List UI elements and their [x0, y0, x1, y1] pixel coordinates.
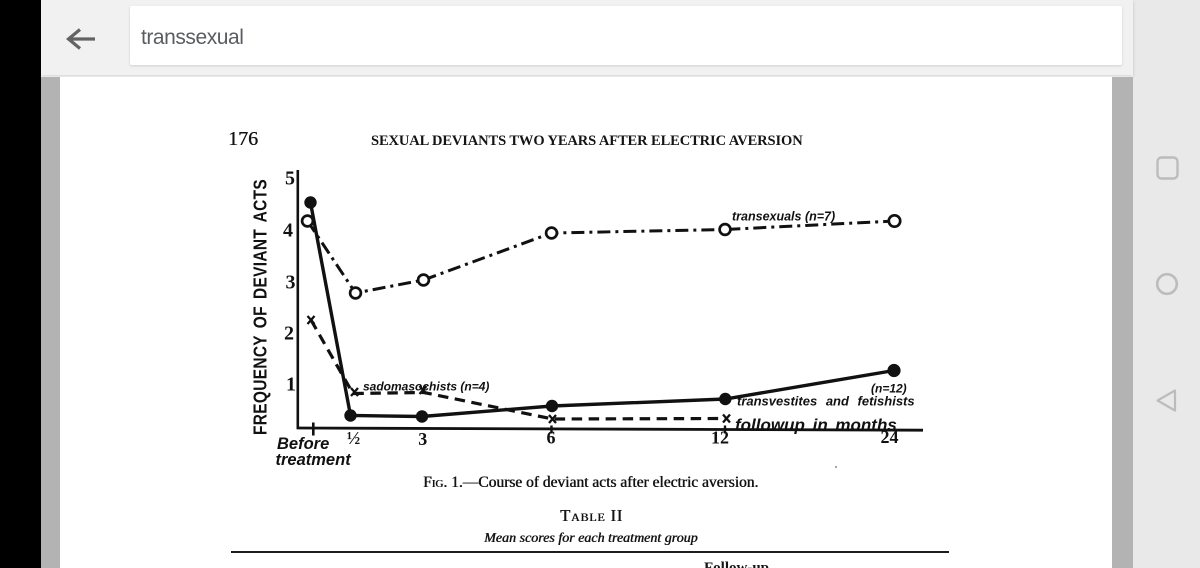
svg-text:12: 12	[711, 428, 729, 448]
svg-text:3: 3	[418, 429, 427, 449]
svg-text:24: 24	[881, 427, 899, 447]
svg-text:2: 2	[284, 323, 294, 345]
svg-text:transvestites and fetishists: transvestites and fetishists	[737, 394, 915, 409]
svg-text:(n=12): (n=12)	[871, 382, 907, 396]
svg-text:FREQUENCY OF DEVIANT ACTS: FREQUENCY OF DEVIANT ACTS	[250, 179, 271, 435]
svg-text:3: 3	[286, 272, 296, 294]
svg-text:5: 5	[285, 168, 295, 190]
svg-text:1: 1	[286, 374, 296, 396]
svg-text:treatment: treatment	[276, 451, 353, 469]
svg-text:followup in months: followup in months	[735, 416, 897, 435]
svg-text:4: 4	[283, 220, 293, 242]
svg-text:Before: Before	[277, 435, 329, 453]
svg-text:½: ½	[347, 428, 361, 448]
svg-text:sadomasochists (n=4): sadomasochists (n=4)	[363, 380, 489, 394]
svg-text:6: 6	[547, 428, 556, 448]
svg-text:transexuals (n=7): transexuals (n=7)	[732, 210, 835, 224]
